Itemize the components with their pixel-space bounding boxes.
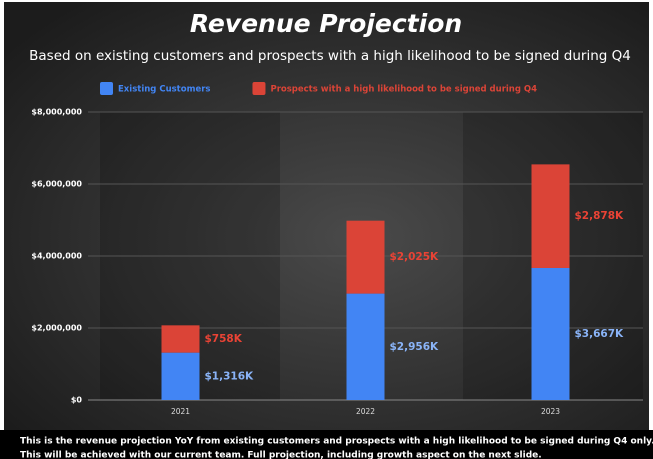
x-tick-label: 2023 <box>541 407 560 416</box>
data-label: $2,878K <box>575 210 625 222</box>
y-tick-label: $6,000,000 <box>31 180 82 189</box>
legend-swatch <box>100 82 113 95</box>
data-label: $1,316K <box>205 370 255 382</box>
bar <box>346 293 385 400</box>
bar <box>531 164 570 268</box>
y-tick-label: $4,000,000 <box>31 252 82 261</box>
data-label: $2,025K <box>390 251 440 263</box>
bar <box>161 325 200 353</box>
x-tick-label: 2022 <box>356 407 375 416</box>
footnote: This will be achieved with our current t… <box>20 451 542 459</box>
bar <box>531 267 570 400</box>
footnote: This is the revenue projection YoY from … <box>20 437 653 447</box>
legend-label: Prospects with a high likelihood to be s… <box>270 85 537 95</box>
legend-label: Existing Customers <box>118 85 210 95</box>
x-tick-label: 2021 <box>171 407 190 416</box>
legend-swatch <box>252 82 266 95</box>
y-tick-label: $8,000,000 <box>31 108 82 117</box>
y-tick-label: $2,000,000 <box>31 324 82 333</box>
data-label: $3,667K <box>575 328 625 340</box>
data-label: $2,956K <box>390 341 440 353</box>
chart-title: Revenue Projection <box>190 9 462 38</box>
y-tick-label: $0 <box>71 396 83 405</box>
chart-subtitle: Based on existing customers and prospect… <box>29 48 631 64</box>
bar <box>161 352 200 400</box>
data-label: $758K <box>205 333 243 345</box>
footer-background <box>0 430 653 459</box>
bar <box>346 220 385 294</box>
